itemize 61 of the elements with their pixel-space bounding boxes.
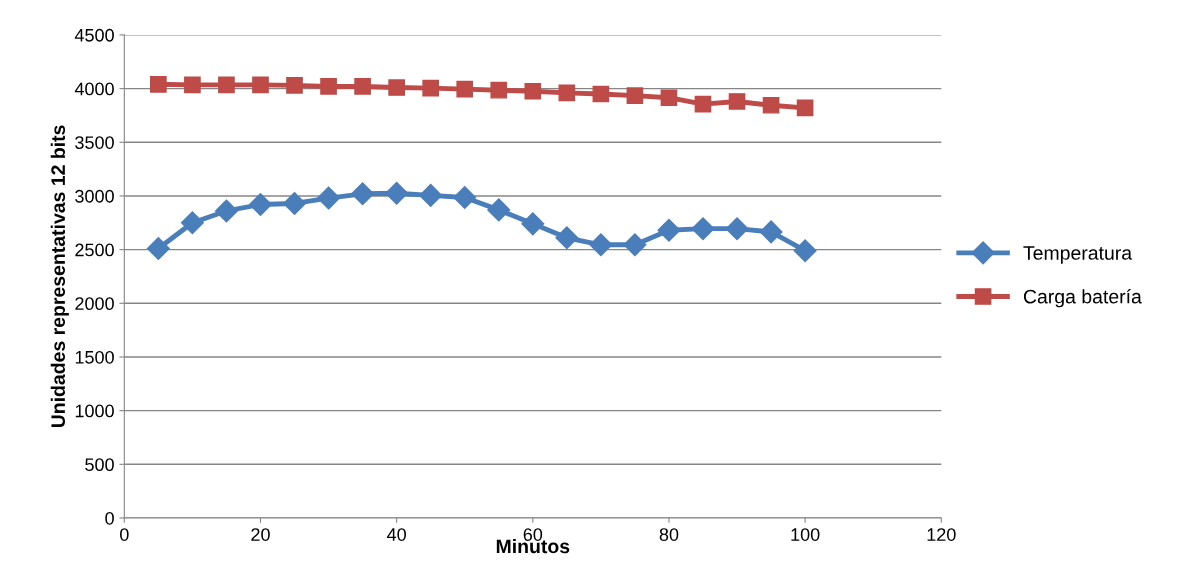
point [623, 233, 647, 257]
point [490, 81, 508, 99]
point [388, 79, 405, 96]
point [759, 220, 783, 244]
point [283, 191, 307, 215]
point [558, 84, 576, 102]
point [214, 199, 238, 223]
point [351, 182, 375, 206]
point [354, 78, 371, 95]
point [180, 211, 204, 235]
point [248, 193, 272, 217]
x-tick-label: 100 [791, 528, 820, 541]
point [422, 79, 440, 97]
point [487, 198, 511, 222]
point [796, 99, 814, 117]
point [555, 226, 579, 250]
point [453, 186, 477, 210]
y-tick-label: 2000 [75, 297, 114, 311]
point [728, 93, 746, 110]
y-tick-label: 3500 [75, 136, 114, 149]
point [150, 75, 167, 93]
point [184, 76, 201, 94]
point [694, 95, 712, 113]
point [146, 237, 170, 261]
y-tick-label: 0 [105, 511, 114, 525]
point [524, 82, 542, 100]
point [286, 77, 303, 94]
point [521, 212, 545, 236]
legend-label: Temperatura [1023, 246, 1133, 264]
point [725, 217, 749, 241]
point [317, 186, 341, 210]
point [793, 239, 817, 263]
y-tick-label: 1500 [75, 350, 114, 364]
x-tick-label: 80 [659, 528, 679, 541]
point [218, 76, 235, 94]
point [691, 217, 715, 241]
point [456, 80, 474, 98]
point [252, 76, 269, 94]
x-axis-title: Minutos [496, 538, 570, 554]
y-tick-label: 4000 [74, 82, 114, 96]
point [385, 181, 409, 205]
x-tick-label: 120 [927, 528, 956, 541]
legend-label: Carga batería [1023, 288, 1142, 308]
point [657, 218, 681, 242]
x-tick-label: 40 [387, 528, 406, 541]
x-tick-label: 0 [120, 528, 129, 541]
point [589, 233, 613, 257]
y-tick-label: 2500 [75, 243, 114, 257]
y-tick-label: 4500 [74, 28, 114, 42]
point [419, 183, 443, 207]
point [660, 89, 678, 107]
point [626, 87, 644, 104]
point [762, 96, 780, 114]
y-tick-label: 3000 [75, 189, 114, 203]
x-tick-label: 20 [251, 528, 270, 541]
y-tick-label: 500 [85, 458, 114, 472]
y-tick-label: 1000 [75, 404, 114, 418]
point [592, 85, 610, 103]
x-tick-label: 60 [523, 528, 543, 541]
point [320, 78, 337, 95]
y-axis-title: Unidades representativas 12 bits [50, 125, 69, 428]
